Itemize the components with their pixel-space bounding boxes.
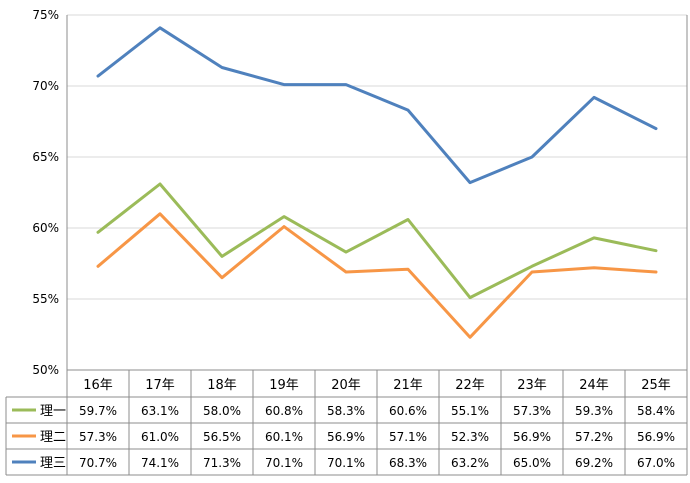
data-label: 52.3% xyxy=(451,430,489,444)
category-label: 23年 xyxy=(517,378,547,393)
y-tick-label: 70% xyxy=(32,79,59,93)
data-label: 59.7% xyxy=(79,404,117,418)
y-tick-label: 65% xyxy=(32,150,59,164)
data-label: 59.3% xyxy=(575,404,613,418)
series-line-1 xyxy=(96,182,658,300)
y-tick-label: 75% xyxy=(32,8,59,22)
y-tick-label: 60% xyxy=(32,221,59,235)
legend-label: 理一 xyxy=(40,404,66,419)
data-label: 70.7% xyxy=(79,456,117,470)
y-tick-label: 50% xyxy=(32,363,59,377)
series-lines xyxy=(96,26,658,339)
data-label: 63.1% xyxy=(141,404,179,418)
data-label: 58.3% xyxy=(327,404,365,418)
data-label: 67.0% xyxy=(637,456,675,470)
data-label: 57.1% xyxy=(389,430,427,444)
data-label: 55.1% xyxy=(451,404,489,418)
data-label: 57.2% xyxy=(575,430,613,444)
category-label: 25年 xyxy=(641,378,671,393)
data-label: 58.0% xyxy=(203,404,241,418)
series-line-3 xyxy=(96,26,658,185)
data-label: 65.0% xyxy=(513,456,551,470)
legend-label: 理二 xyxy=(40,430,66,445)
data-label: 70.1% xyxy=(327,456,365,470)
series-line-2 xyxy=(96,212,658,339)
grid-lines xyxy=(66,14,688,371)
category-label: 18年 xyxy=(207,378,237,393)
data-label: 61.0% xyxy=(141,430,179,444)
legend-label: 理三 xyxy=(40,456,66,471)
data-label: 74.1% xyxy=(141,456,179,470)
category-label: 16年 xyxy=(83,378,113,393)
data-label: 56.9% xyxy=(513,430,551,444)
category-label: 24年 xyxy=(579,378,609,393)
y-tick-label: 55% xyxy=(32,292,59,306)
category-label: 22年 xyxy=(455,378,485,393)
data-label: 60.6% xyxy=(389,404,427,418)
category-label: 20年 xyxy=(331,378,361,393)
data-label: 69.2% xyxy=(575,456,613,470)
category-label: 17年 xyxy=(145,378,175,393)
category-label: 19年 xyxy=(269,378,299,393)
data-label: 68.3% xyxy=(389,456,427,470)
data-label: 58.4% xyxy=(637,404,675,418)
data-label: 57.3% xyxy=(79,430,117,444)
data-label: 56.5% xyxy=(203,430,241,444)
data-label: 60.8% xyxy=(265,404,303,418)
data-label: 57.3% xyxy=(513,404,551,418)
data-label: 56.9% xyxy=(327,430,365,444)
data-label: 60.1% xyxy=(265,430,303,444)
y-axis-ticks: 75% 70% 65% 60% 55% 50% xyxy=(32,8,59,377)
data-label: 70.1% xyxy=(265,456,303,470)
data-label: 56.9% xyxy=(637,430,675,444)
data-label: 71.3% xyxy=(203,456,241,470)
category-label: 21年 xyxy=(393,378,423,393)
data-label: 63.2% xyxy=(451,456,489,470)
